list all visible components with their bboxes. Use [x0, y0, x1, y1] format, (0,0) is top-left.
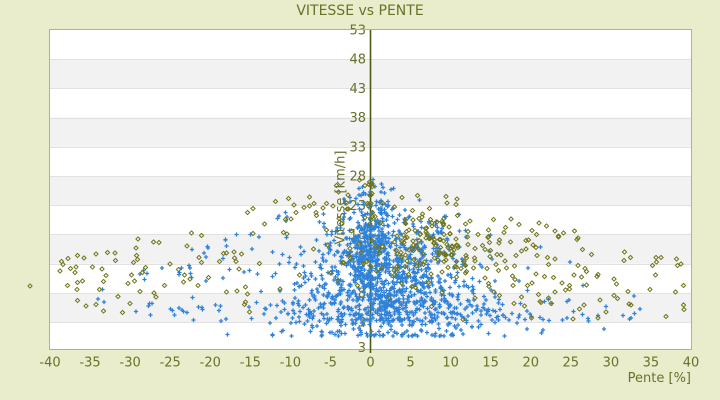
y-tick-label: 33	[349, 140, 366, 155]
x-tick-label: -15	[240, 356, 261, 371]
x-tick-label: 25	[563, 356, 580, 371]
y-tick-label: 53	[349, 24, 366, 39]
series-secondary-olive-diamond	[27, 177, 687, 323]
series-vitesse-blue-plus	[95, 177, 643, 339]
x-tick-label: -25	[160, 356, 181, 371]
y-tick-label: 38	[349, 111, 366, 126]
x-tick-label: 20	[522, 356, 539, 371]
x-tick-label: -35	[79, 356, 100, 371]
x-tick-label: -5	[324, 356, 337, 371]
chart-title: VITESSE vs PENTE	[296, 3, 424, 19]
y-tick-label: 48	[349, 53, 366, 68]
x-axis-label: Pente [%]	[627, 371, 691, 386]
y-tick-label: 28	[349, 170, 366, 185]
x-tick-label: 30	[603, 356, 620, 371]
y-axis-edge-label: 3	[358, 341, 366, 356]
y-tick-label: 43	[349, 82, 366, 97]
x-tick-label: 5	[406, 356, 414, 371]
x-tick-label: 40	[683, 356, 700, 371]
x-tick-label: -40	[39, 356, 60, 371]
y-axis-label: Vitesse [km/h]	[333, 150, 349, 245]
x-tick-label: -30	[120, 356, 141, 371]
x-tick-label: -10	[280, 356, 301, 371]
x-tick-label: 0	[366, 356, 374, 371]
x-tick-label: 15	[482, 356, 499, 371]
x-tick-label: 10	[442, 356, 459, 371]
x-tick-label: -20	[200, 356, 221, 371]
y-tick-label: 8	[358, 286, 366, 301]
x-tick-label: 35	[643, 356, 660, 371]
